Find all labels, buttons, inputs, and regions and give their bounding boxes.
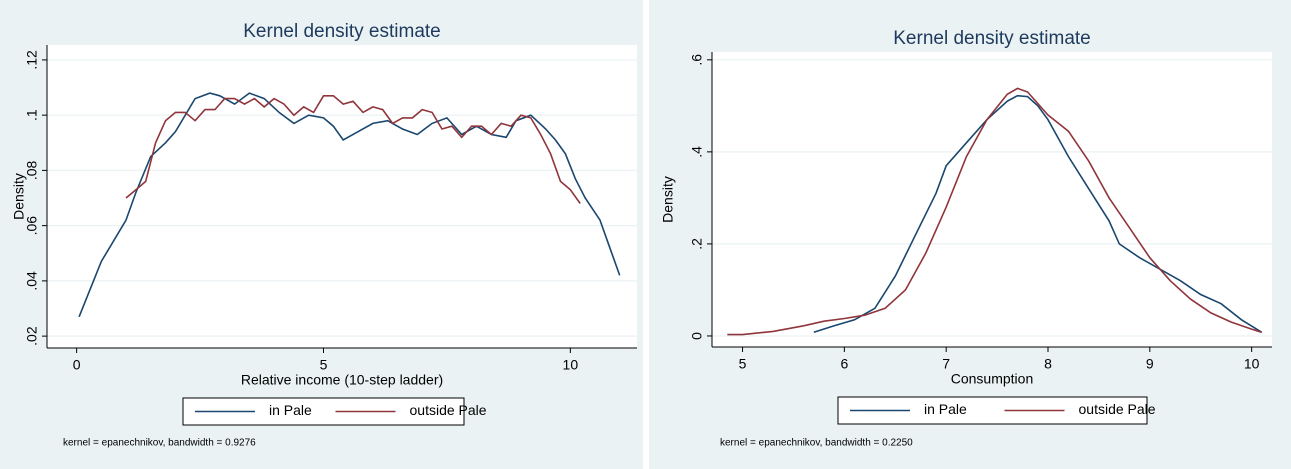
plot-area: [712, 52, 1272, 347]
x-axis-label: Relative income (10-step ladder): [241, 372, 443, 388]
y-tick-label: .04: [24, 271, 40, 291]
y-axis-label: Density: [660, 176, 676, 223]
density-line: [813, 94, 1263, 334]
x-tick-label: 5: [739, 356, 747, 372]
y-tick-label: .6: [689, 54, 705, 66]
y-axis-label: Density: [11, 173, 27, 220]
legend-label: outside Pale: [1079, 401, 1156, 417]
note: kernel = epanechnikov, bandwidth = 0.225…: [720, 438, 913, 449]
y-tick-label: 0: [689, 332, 705, 340]
x-tick-label: 0: [73, 357, 81, 373]
density-line: [125, 95, 581, 204]
y-tick-label: .4: [689, 146, 705, 158]
x-tick-label: 6: [840, 356, 848, 372]
note: kernel = epanechnikov, bandwidth = 0.927…: [63, 438, 256, 449]
x-tick-label: 10: [1244, 356, 1260, 372]
y-tick-label: .02: [24, 326, 40, 346]
x-tick-label: 10: [563, 357, 579, 373]
legend-label: in Pale: [924, 401, 967, 417]
x-tick-label: 7: [942, 356, 950, 372]
x-tick-label: 5: [320, 357, 328, 373]
x-axis-label: Consumption: [951, 371, 1034, 387]
y-tick-label: .2: [689, 238, 705, 250]
y-tick-label: .12: [24, 50, 40, 70]
chart-title: Kernel density estimate: [893, 28, 1091, 49]
density-line: [727, 87, 1263, 336]
x-tick-label: 8: [1044, 356, 1052, 372]
y-tick-label: .1: [24, 109, 40, 121]
legend-label: outside Pale: [410, 402, 487, 418]
y-tick-label: .08: [24, 160, 40, 180]
chart-title: Kernel density estimate: [243, 21, 441, 42]
density-line: [78, 92, 621, 318]
legend-label: in Pale: [269, 402, 312, 418]
x-tick-label: 9: [1146, 356, 1154, 372]
y-tick-label: .06: [24, 216, 40, 236]
plot-area: [47, 45, 637, 348]
